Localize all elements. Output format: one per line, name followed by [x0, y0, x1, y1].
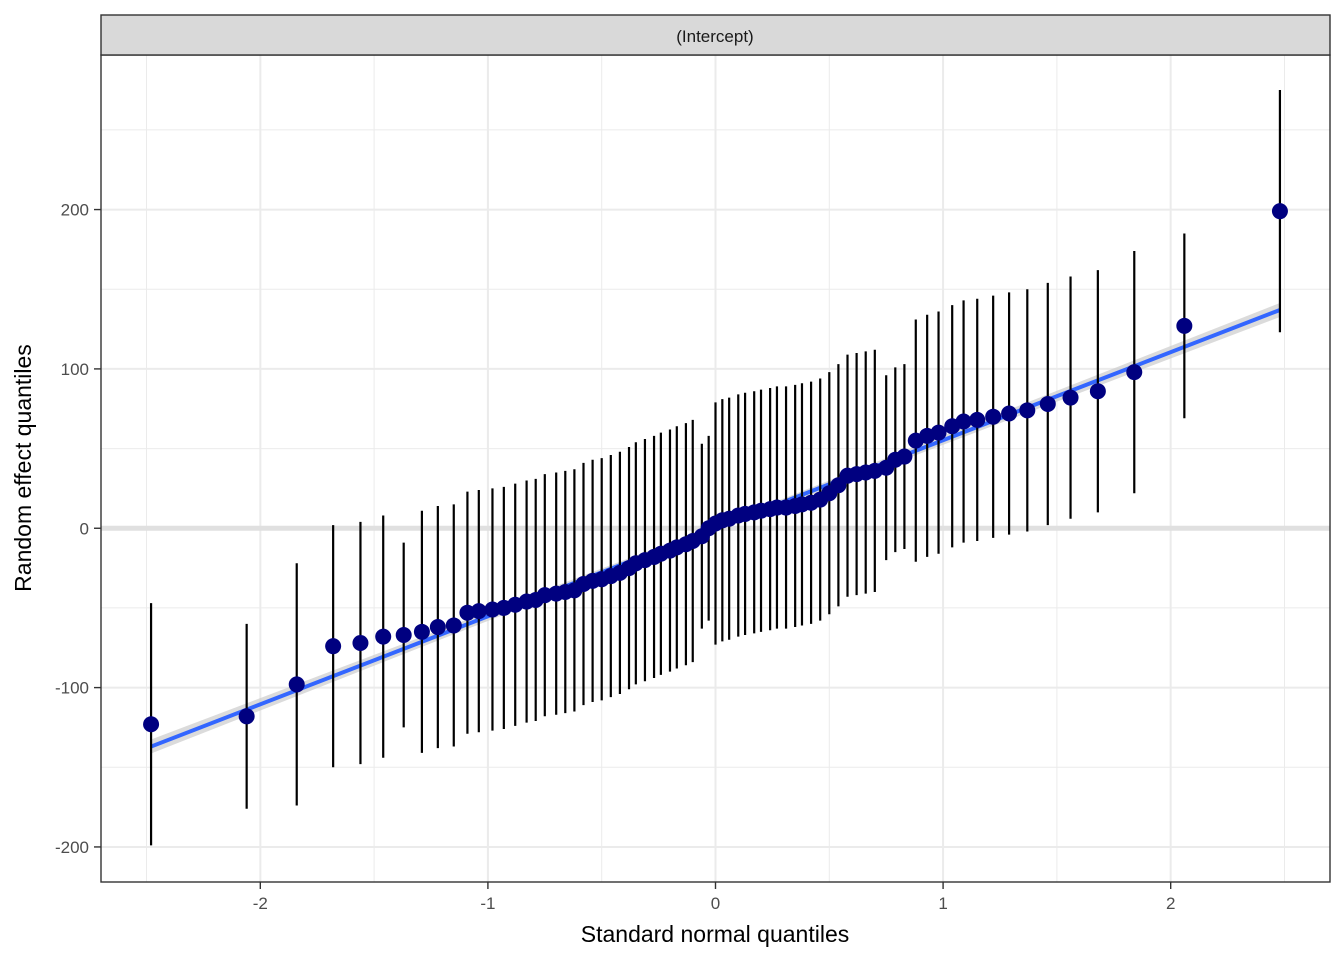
data-point: [325, 638, 342, 655]
y-axis-ticks: -200 -100 0 100 200: [55, 201, 101, 857]
data-point: [1019, 402, 1036, 419]
data-point: [1001, 405, 1018, 422]
data-point: [470, 603, 487, 620]
y-tick-label: -200: [55, 838, 89, 857]
data-point: [143, 716, 160, 733]
data-point: [1062, 389, 1079, 406]
data-point: [352, 634, 369, 651]
data-point: [288, 676, 305, 693]
data-point: [1176, 317, 1193, 334]
data-point: [445, 617, 462, 634]
data-point: [896, 448, 913, 465]
x-tick-label: -2: [253, 894, 268, 913]
x-tick-label: -1: [480, 894, 495, 913]
x-axis-ticks: -2 -1 0 1 2: [253, 882, 1175, 913]
data-point: [1089, 383, 1106, 400]
data-point: [413, 623, 430, 640]
y-axis-title: Random effect quantiles: [10, 344, 36, 592]
data-point: [1039, 395, 1056, 412]
data-point: [1271, 203, 1288, 220]
data-point: [969, 411, 986, 428]
facet-strip-label: (Intercept): [676, 27, 753, 46]
data-points: [143, 203, 1288, 733]
x-axis-title: Standard normal quantiles: [581, 921, 850, 947]
data-point: [395, 627, 412, 644]
data-point: [429, 619, 446, 636]
data-point: [985, 408, 1002, 425]
y-tick-label: -100: [55, 679, 89, 698]
facet-strip: [100, 14, 1331, 56]
data-point: [1126, 364, 1143, 381]
y-tick-label: 0: [80, 519, 89, 538]
data-point: [930, 424, 947, 441]
data-point: [955, 413, 972, 430]
x-tick-label: 2: [1166, 894, 1175, 913]
x-tick-label: 1: [938, 894, 947, 913]
y-tick-label: 100: [61, 360, 89, 379]
data-point: [238, 708, 255, 725]
x-tick-label: 0: [711, 894, 720, 913]
data-point: [375, 628, 392, 645]
y-tick-label: 200: [61, 201, 89, 220]
